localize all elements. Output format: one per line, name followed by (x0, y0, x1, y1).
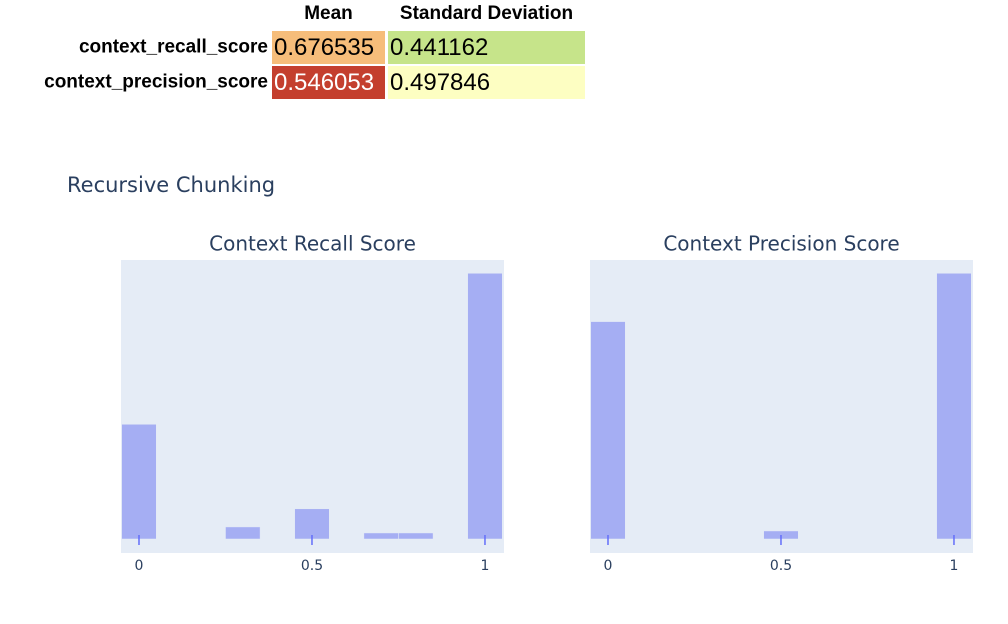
histogram-bar (936, 273, 972, 540)
x-tick-label: 1 (950, 558, 959, 574)
histogram-bar (294, 508, 330, 540)
histogram-bar (225, 526, 261, 540)
column-header: Standard Deviation (400, 3, 573, 24)
x-tick-label: 0 (135, 558, 144, 574)
cell-value: 0.497846 (390, 69, 490, 96)
column-header: Mean (304, 3, 353, 24)
figure-title: Recursive Chunking (67, 173, 275, 197)
histogram-bar (398, 532, 434, 540)
histogram-bar (467, 273, 503, 540)
cell-value: 0.676535 (274, 34, 374, 61)
cell-value: 0.441162 (390, 34, 488, 61)
histogram-bar (590, 321, 626, 540)
x-tick-label: 0.5 (301, 558, 323, 574)
subplot-title: Context Recall Score (209, 232, 416, 256)
row-label: context_precision_score (44, 72, 268, 93)
table-cell (272, 31, 385, 64)
x-tick-label: 0 (604, 558, 613, 574)
plot-background (590, 260, 973, 553)
subplot-title: Context Precision Score (663, 232, 899, 256)
x-tick-label: 0.5 (770, 558, 792, 574)
histogram-bar (121, 424, 157, 540)
table-cell (388, 66, 585, 99)
cell-value: 0.546053 (274, 69, 374, 96)
plot-background (121, 260, 504, 553)
row-label: context_recall_score (79, 37, 268, 58)
histogram-bar (363, 532, 399, 540)
table-cell (272, 66, 385, 99)
table-cell (388, 31, 585, 64)
x-tick-label: 1 (481, 558, 490, 574)
